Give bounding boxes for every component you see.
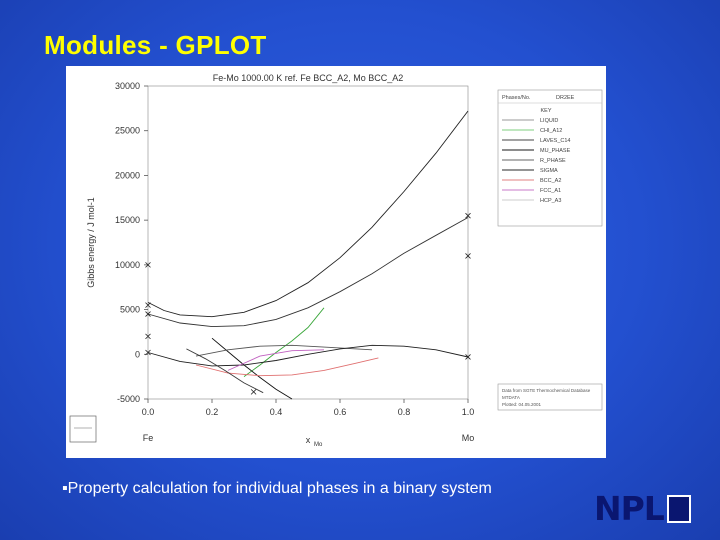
series-line-mu-phase xyxy=(211,337,293,400)
x-tick-label: 0.0 xyxy=(142,407,155,417)
y-tick-label: 10000 xyxy=(115,260,140,270)
bullet-marker: ▪ xyxy=(62,480,68,497)
slide-title: Modules - GPLOT xyxy=(44,30,267,60)
series-line-r-phase xyxy=(195,344,373,357)
series-line-liquid xyxy=(147,110,469,318)
chart-svg: -5000 0 5000 10000 15000 20000 25000 30000 0.0 0.… xyxy=(69,73,603,448)
legend-entry-label: MU_PHASE xyxy=(540,148,571,154)
x-end-label-left: Fe xyxy=(143,433,154,443)
mtdata-logo-icon xyxy=(69,415,97,443)
point-marker xyxy=(250,389,257,395)
y-tick-label: 15000 xyxy=(115,215,140,225)
x-tick-label: 0.4 xyxy=(270,407,283,417)
series-line-laves-c14 xyxy=(147,217,469,328)
series-line-hcp-a3 xyxy=(186,348,264,394)
legend-frame xyxy=(497,89,603,227)
x-tick-label: 1.0 xyxy=(462,407,475,417)
point-marker xyxy=(145,302,151,308)
series-line-bcc-a2 xyxy=(195,357,379,377)
x-tick-label: 0.2 xyxy=(206,407,219,417)
y-tick-label: -5000 xyxy=(117,394,140,404)
point-marker xyxy=(465,212,471,219)
footer-line: Plotted: 04.05.2001 xyxy=(502,402,542,407)
x-end-label-right: Mo xyxy=(462,433,475,443)
series-line-sigma xyxy=(147,344,469,367)
series-line-chi-a12 xyxy=(243,307,325,377)
legend-entry-label: BCC_A2 xyxy=(540,178,561,184)
legend-entry-label: FCC_A1 xyxy=(540,188,561,194)
x-tick-label: 0.6 xyxy=(334,407,347,417)
bullet-text: Property calculation for individual phas… xyxy=(67,480,492,497)
legend-entry-label: R_PHASE xyxy=(540,158,566,164)
gibbs-energy-plot: -5000 0 5000 10000 15000 20000 25000 30000 0.0 0.… xyxy=(66,66,606,458)
y-tick-label: 5000 xyxy=(120,305,140,315)
x-axis-label: x xyxy=(306,435,311,445)
legend-header-value: DR2EE xyxy=(556,95,575,101)
series-line-fcc-a1 xyxy=(227,349,325,371)
point-marker xyxy=(465,354,471,360)
point-marker xyxy=(145,349,151,356)
legend-entry-label: SIGMA xyxy=(540,168,558,174)
bullet-point: ▪Property calculation for individual pha… xyxy=(62,480,492,498)
chart-title: Fe-Mo 1000.00 K ref. Fe BCC_A2, Mo BCC_A… xyxy=(213,73,404,83)
point-marker xyxy=(145,262,151,268)
crest-icon xyxy=(666,495,691,523)
footer-frame xyxy=(497,383,603,411)
point-marker xyxy=(465,253,471,259)
npl-logo-text: NPL xyxy=(594,489,665,528)
y-axis-label: Gibbs energy / J mol-1 xyxy=(86,197,96,288)
y-tick-label: 30000 xyxy=(115,81,140,91)
y-tick-label: 20000 xyxy=(115,170,140,180)
legend-header-label: Phases/No. xyxy=(502,95,531,101)
legend-entry-label: LIQUID xyxy=(540,118,558,124)
y-tick-label: 25000 xyxy=(115,126,140,136)
legend-entry-label: HCP_A3 xyxy=(540,198,561,204)
legend-entry-label: CHI_A12 xyxy=(540,128,562,134)
x-tick-label: 0.8 xyxy=(398,407,411,417)
plot-frame xyxy=(147,85,469,400)
legend-title: KEY xyxy=(540,108,551,114)
point-marker xyxy=(145,333,151,340)
x-axis-label-subscript: Mo xyxy=(314,442,323,448)
footer-line: MTDATA xyxy=(502,395,520,400)
footer-line: Data from SGTE Thermochemical Database xyxy=(502,388,591,393)
y-tick-label: 0 xyxy=(135,349,140,359)
point-marker xyxy=(145,311,151,317)
legend-entry-label: LAVES_C14 xyxy=(540,138,570,144)
npl-logo: NPL xyxy=(594,492,691,526)
